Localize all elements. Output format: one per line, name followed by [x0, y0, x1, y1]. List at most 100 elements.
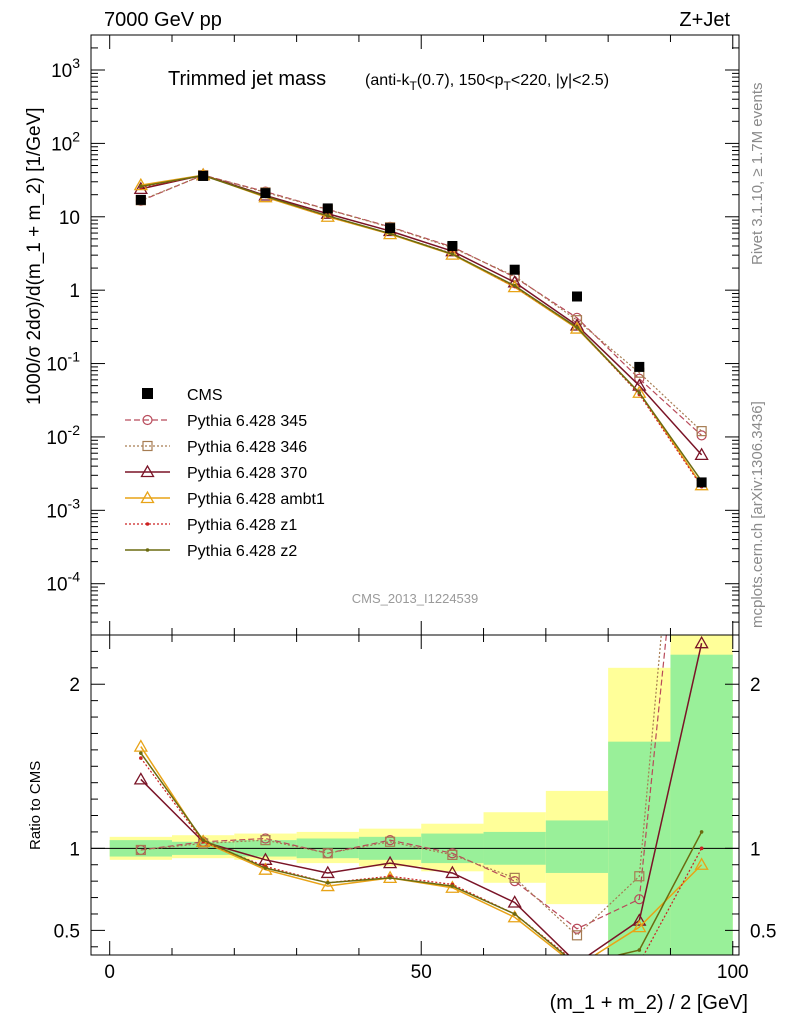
ratio-point-s1-4: [384, 836, 396, 847]
cms-point-5: [447, 240, 458, 251]
legend-marker-5: [145, 548, 150, 552]
main-point-s2-0: [133, 181, 148, 195]
y-tick-base: 10: [46, 355, 67, 376]
ratio-point-s2-5: [445, 865, 460, 879]
ratio-line-series-1: [140, 635, 662, 937]
legend-marker-0: [142, 414, 153, 426]
legend-label-5: Pythia 6.428 z2: [187, 543, 297, 560]
chart-title-sub: (anti-kT(0.7), 150<pT<220, |y|<2.5): [365, 72, 609, 93]
legend-label-4: Pythia 6.428 z1: [187, 517, 297, 534]
ratio-point-s2-7: [571, 957, 583, 968]
y-tick-exp: -1: [68, 349, 81, 365]
ratio-point-s1-6: [509, 872, 520, 883]
header-right: Z+Jet: [679, 9, 730, 31]
y-tick-base: 10: [59, 208, 80, 229]
ratio-point-s0-9: [697, 286, 706, 295]
main-point-s5-6: [512, 283, 517, 288]
main-point-s3-7: [569, 321, 585, 334]
y-tick-label-ratio-right: 0.5: [750, 921, 776, 942]
y-tick-label-main: 10-2: [46, 422, 80, 449]
y-tick-exp: 3: [72, 55, 80, 71]
ratio-point-s2-6: [507, 895, 522, 908]
title-sub-part: T: [504, 79, 512, 93]
y-tick-label-main: 102: [51, 128, 80, 155]
legend-marker-cms: [142, 388, 153, 399]
legend: CMS Pythia 6.428 345 Pythia 6.428 346 Pythi…: [125, 387, 325, 560]
ratio-point-s5-3: [325, 880, 330, 885]
ratio-point-s4-8: [638, 961, 642, 965]
y-axis-label-ratio: Ratio to CMS: [27, 761, 44, 850]
ratio-frame: [90, 634, 740, 956]
y-tick-label-main: 103: [51, 55, 80, 82]
ratio-point-s1-8: [634, 871, 645, 882]
ratio-point-s3-9: [694, 857, 709, 870]
main-point-s3-6: [507, 279, 522, 293]
y-tick-exp: -2: [68, 422, 81, 438]
ratio-point-s5-7: [575, 963, 579, 967]
ratio-line-series-5: [140, 752, 703, 955]
main-point-s5-5: [450, 252, 455, 256]
main-point-s3-0: [133, 177, 148, 191]
ratio-point-s1-2: [260, 835, 271, 846]
legend-marker-4: [145, 522, 150, 526]
x-axis-label: (m_1 + m_2) / 2 [GeV]: [550, 992, 748, 1014]
ratio-line-series-2: [140, 643, 703, 955]
main-point-s5-8: [637, 390, 642, 395]
cms-point-2: [260, 188, 271, 199]
y-tick-base: 10: [51, 134, 72, 155]
main-point-s5-7: [575, 325, 579, 330]
main-point-s5-3: [325, 214, 330, 218]
ratio-series-clipped: [133, 286, 709, 971]
ratio-point-s1-3: [322, 848, 333, 859]
y-tick-label-main: 10-3: [46, 495, 80, 522]
cms-point-3: [322, 203, 333, 214]
ratio-point-s5-2: [263, 866, 268, 870]
cms-point-4: [385, 223, 396, 234]
y-tick-label-ratio-right: 2: [750, 675, 761, 696]
cms-point-9: [696, 477, 707, 488]
main-point-s5-0: [139, 184, 143, 189]
ratio-point-s4-0: [139, 756, 143, 760]
legend-label-0: Pythia 6.428 345: [187, 413, 307, 430]
legend-label-cms: CMS: [187, 387, 223, 404]
y-tick-exp: -3: [68, 495, 81, 511]
ratio-point-s3-7: [571, 960, 583, 971]
ratio-point-s3-8: [632, 919, 647, 933]
ratio-point-s5-8: [637, 948, 642, 952]
cms-point-6: [509, 264, 520, 275]
y-tick-label-ratio-left: 0.5: [54, 921, 80, 942]
main-line-series-0: [140, 174, 703, 436]
y-tick-label-main: 1: [69, 281, 80, 302]
chart-title-main: Trimmed jet mass: [168, 68, 326, 90]
ratio-line-series-0: [140, 635, 667, 930]
x-tick-label-0: 0: [104, 962, 115, 983]
y-tick-base: 10: [46, 428, 67, 449]
band-inner-9: [670, 654, 733, 955]
title-sub-part: T: [409, 79, 417, 93]
cms-point-7: [572, 291, 582, 302]
ratio-point-s5-1: [201, 838, 205, 842]
ratio-point-s5-9: [699, 830, 704, 834]
ratio-point-s2-4: [382, 855, 398, 869]
y-axis-label-main: 1000/σ 2dσ)/d(m_1 + m_2) [1/GeV]: [24, 107, 45, 405]
main-point-s1-9: [696, 426, 707, 437]
y-tick-exp: 2: [72, 128, 80, 144]
ratio-point-s5-6: [512, 912, 517, 916]
y-tick-label-ratio-left: 2: [69, 675, 80, 696]
cms-point-8: [634, 361, 645, 372]
ratio-point-s2-9: [694, 635, 709, 649]
ratio-point-s2-8: [632, 913, 647, 926]
ratio-point-s3-0: [133, 739, 148, 752]
main-point-s0-8: [634, 373, 645, 384]
ratio-point-s5-4: [388, 876, 392, 880]
main-series-group: [133, 167, 709, 491]
cms-point-0: [135, 194, 146, 205]
ratio-point-s1-7: [571, 930, 583, 941]
y-tick-label-ratio-left: 1: [69, 839, 80, 860]
ratio-point-s2-0: [133, 772, 148, 785]
rivet-label: Rivet 3.1.10, ≥ 1.7M events: [749, 83, 766, 266]
main-line-series-1: [140, 174, 703, 432]
main-series-clipped: [133, 167, 709, 491]
